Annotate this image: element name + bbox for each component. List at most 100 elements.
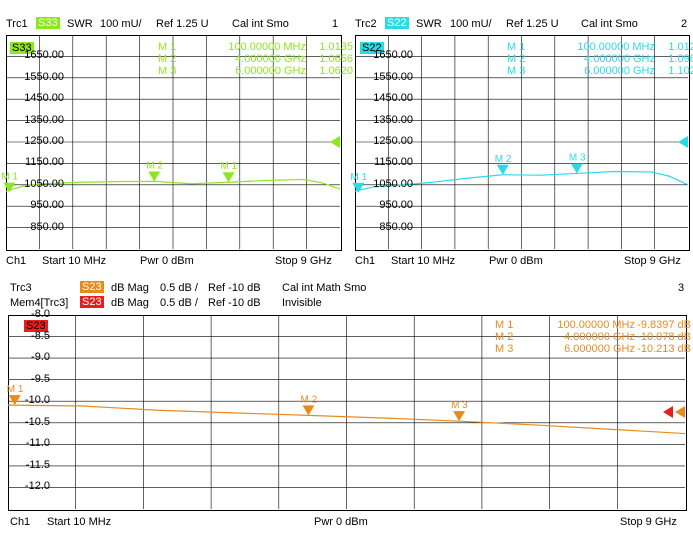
reference-level-arrow (330, 136, 340, 148)
memory-format[interactable]: dB Mag (111, 297, 149, 309)
y-tick-label: -9.0 (31, 351, 50, 364)
marker-response: -10.078 dB (637, 331, 691, 343)
trace-format[interactable]: SWR (67, 18, 93, 30)
trace-label[interactable]: Trc2 (355, 18, 377, 30)
marker-table-1: M 1 100.00000 MHz 1.0135 U M 2 4.000000 GHz… (158, 41, 364, 77)
trace-ref[interactable]: Ref 1.25 U (506, 18, 559, 30)
y-tick-label: 1150.00 (25, 156, 64, 169)
y-tick-label: 1350.00 (24, 113, 64, 126)
trace-cal: Cal int Math Smo (282, 282, 367, 294)
footer-power[interactable]: Pwr 0 dBm (489, 255, 543, 267)
trace-scale[interactable]: 0.5 dB / (160, 282, 198, 294)
marker-name: M 2 (158, 53, 177, 65)
marker-stimulus: 6.000000 GHz (235, 65, 306, 77)
footer-start[interactable]: Start 10 MHz (391, 255, 456, 267)
reference-level-arrow (675, 406, 685, 418)
marker-response: -9.8397 dB (637, 319, 691, 331)
marker-stimulus: 100.00000 MHz (228, 41, 306, 53)
active-trace-badge[interactable]: S23 (24, 320, 48, 332)
y-tick-label: -8.0 (31, 308, 50, 320)
marker-name: M 3 (495, 343, 514, 355)
footer-power[interactable]: Pwr 0 dBm (314, 516, 368, 528)
marker-name: M 1 (507, 41, 526, 53)
marker-label: M 3 (569, 153, 586, 164)
y-tick-label: -11.0 (25, 437, 50, 450)
memory-trace-label[interactable]: Mem4[Trc3] (10, 297, 69, 309)
trace-scale[interactable]: 100 mU/ (450, 18, 492, 30)
marker-label: M 1 (221, 161, 238, 172)
trace-ref[interactable]: Ref 1.25 U (156, 18, 209, 30)
footer-channel: Ch1 (355, 255, 376, 267)
footer-power[interactable]: Pwr 0 dBm (140, 255, 194, 267)
y-tick-label: 850.00 (30, 220, 64, 233)
trace-label[interactable]: Trc1 (6, 18, 28, 30)
y-tick-label: 1050.00 (24, 177, 64, 190)
marker-name: M 1 (158, 41, 177, 53)
marker-name: M 3 (158, 65, 177, 77)
trace-format[interactable]: SWR (416, 18, 442, 30)
y-tick-label: -9.5 (31, 372, 50, 385)
marker-stimulus: 6.000000 GHz (564, 343, 635, 355)
marker-triangle (148, 171, 161, 182)
memory-ref[interactable]: Ref -10 dB (208, 297, 261, 309)
marker-response: 1.0620 U (319, 65, 364, 77)
trace-format[interactable]: dB Mag (111, 282, 149, 294)
y-tick-label: 1450.00 (373, 92, 413, 105)
marker-response: -10.213 dB (637, 343, 691, 355)
active-trace-badge[interactable]: S33 (10, 42, 34, 54)
marker-response: 1.1027 U (668, 65, 693, 77)
trace-cal: Cal int Smo (581, 18, 638, 30)
y-tick-label: 1250.00 (24, 135, 64, 147)
marker-label: M 2 (300, 394, 317, 405)
y-tick-label: 1050.00 (373, 177, 413, 190)
marker-triangle (453, 411, 466, 422)
footer-stop[interactable]: Stop 9 GHz (275, 255, 332, 267)
footer-stop[interactable]: Stop 9 GHz (620, 516, 677, 528)
diagram-area-2[interactable] (355, 35, 690, 251)
memory-param-chip[interactable]: S23 (80, 296, 104, 308)
active-trace-badge[interactable]: S22 (360, 42, 384, 54)
marker-label: M 2 (146, 160, 163, 171)
marker-triangle (3, 182, 16, 193)
trace-label[interactable]: Trc3 (10, 282, 32, 294)
y-tick-label: 1350.00 (373, 113, 413, 126)
memory-scale[interactable]: 0.5 dB / (160, 297, 198, 309)
marker-response: 1.0968 U (668, 53, 693, 65)
trace-param-chip[interactable]: S23 (80, 281, 104, 293)
marker-table-2: M 1 100.00000 MHz 1.0124 U M 2 4.000000 GHz… (507, 41, 693, 77)
reference-level-arrow (678, 136, 688, 148)
marker-table-3: M 1 100.00000 MHz -9.8397 dB M 2 4.000000 G… (495, 319, 691, 355)
marker-triangle (8, 395, 21, 406)
y-tick-label: 950.00 (30, 199, 64, 212)
footer-stop[interactable]: Stop 9 GHz (624, 255, 681, 267)
diagram-index: 2 (681, 18, 688, 30)
diagram-area-3[interactable] (8, 315, 687, 511)
diagram-area-1[interactable] (6, 35, 342, 251)
marker-response: 1.0135 U (319, 41, 364, 53)
marker-stimulus: 100.00000 MHz (557, 319, 635, 331)
diagram-index: 3 (678, 282, 685, 294)
y-tick-label: -8.5 (31, 329, 50, 342)
marker-label: M 1 (7, 384, 24, 395)
marker-stimulus: 4.000000 GHz (235, 53, 306, 65)
marker-triangle (302, 405, 315, 416)
marker-stimulus: 4.000000 GHz (584, 53, 655, 65)
y-tick-label: 1250.00 (373, 135, 413, 147)
marker-triangle (570, 163, 583, 174)
marker-label: M 2 (495, 154, 512, 165)
y-tick-label: -10.0 (24, 394, 50, 407)
y-tick-label: 1650.00 (373, 49, 413, 62)
trace-param-chip[interactable]: S33 (36, 17, 60, 29)
footer-channel: Ch1 (10, 516, 31, 528)
trace-line (5, 178, 341, 192)
trace-param-chip[interactable]: S22 (385, 17, 409, 29)
marker-stimulus: 6.000000 GHz (584, 65, 655, 77)
marker-stimulus: 100.00000 MHz (577, 41, 655, 53)
trace-scale[interactable]: 100 mU/ (100, 18, 142, 30)
marker-response: 1.0124 U (668, 41, 693, 53)
footer-start[interactable]: Start 10 MHz (42, 255, 107, 267)
trace-ref[interactable]: Ref -10 dB (208, 282, 261, 294)
footer-start[interactable]: Start 10 MHz (47, 516, 112, 528)
